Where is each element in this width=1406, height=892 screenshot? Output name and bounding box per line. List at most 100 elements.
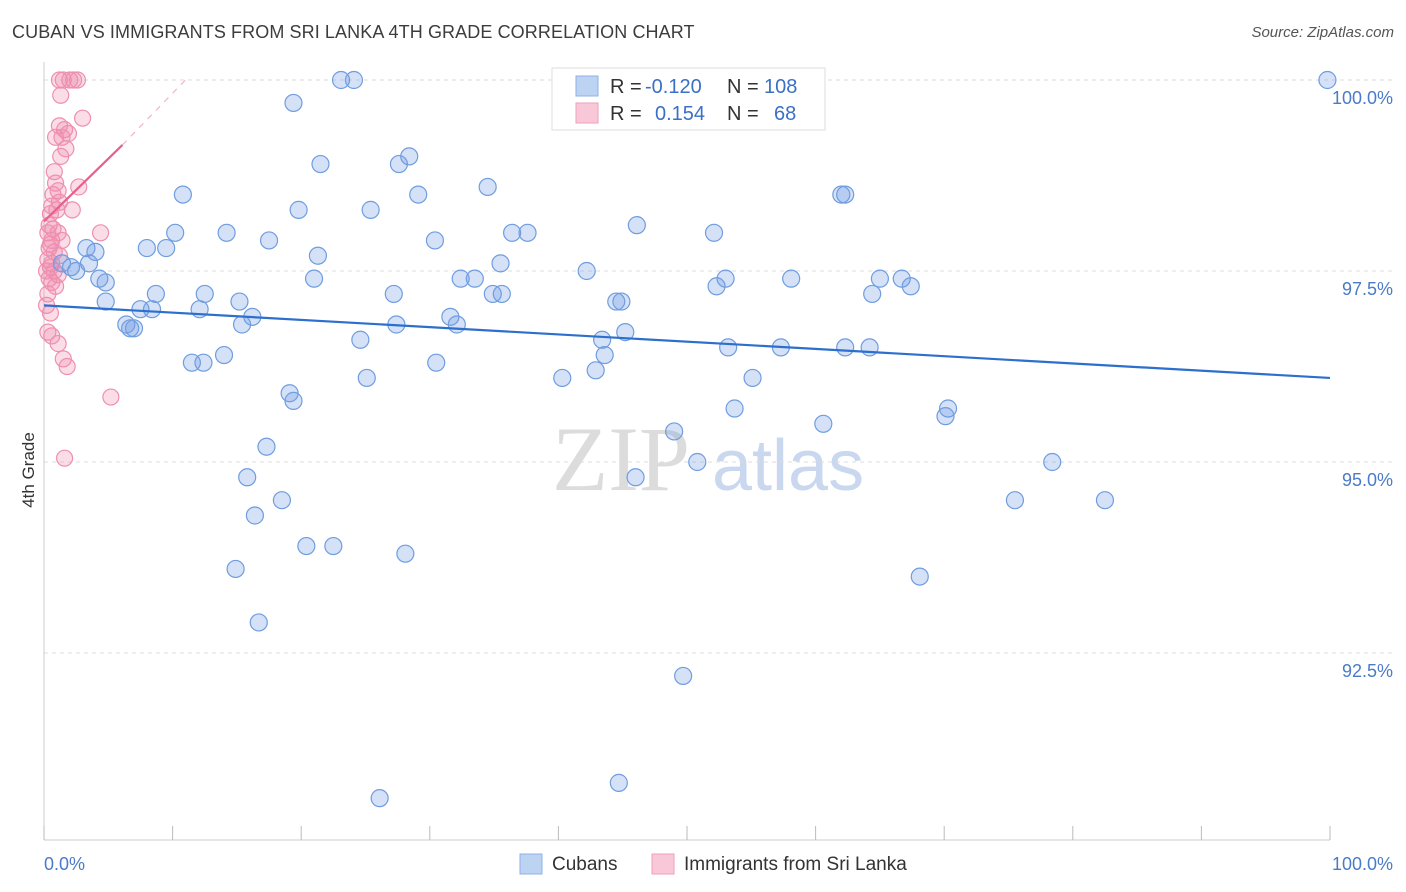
- cubans-point-35: [304, 269, 324, 288]
- srilanka-trend-extension: [122, 79, 186, 146]
- cubans-point-11: [836, 185, 855, 204]
- cubans-point-3: [284, 93, 303, 113]
- watermark-atlas: atlas: [712, 426, 864, 506]
- cubans-point-62: [447, 315, 466, 334]
- cubans-point-29: [491, 254, 510, 273]
- cubans-point-64: [121, 319, 140, 338]
- cubans-point-83: [725, 399, 744, 418]
- y-tick-label-0: 100.0%: [1332, 88, 1393, 108]
- y-axis-label: 4th Grade: [19, 432, 38, 508]
- srilanka-point-27: [91, 224, 110, 242]
- y-tick-label-1: 97.5%: [1342, 279, 1393, 299]
- cubans-point-34: [465, 269, 484, 288]
- cubans-point-24: [77, 238, 96, 258]
- cubans-point-75: [194, 353, 213, 372]
- cubans-point-13: [361, 200, 380, 219]
- y-tick-label-3: 92.5%: [1342, 661, 1393, 681]
- cubans-point-21: [425, 231, 445, 250]
- cubans-point-1: [344, 70, 364, 90]
- cubans-point-17: [704, 223, 724, 242]
- cubans-point-67: [351, 330, 370, 349]
- cubans-point-73: [595, 345, 614, 365]
- cubans-point-47: [384, 284, 403, 304]
- srilanka-point-13: [52, 147, 70, 165]
- bottom-legend-swatch-cubans: [519, 853, 543, 875]
- legend-swatch-srilanka: [575, 102, 599, 124]
- cubans-point-14: [627, 216, 646, 235]
- cubans-point-98: [324, 536, 343, 556]
- bottom-legend-srilanka: Immigrants from Sri Lanka: [684, 854, 907, 875]
- cubans-point-63: [124, 319, 144, 338]
- cubans-point-6: [311, 154, 330, 174]
- cubans-point-33: [451, 269, 470, 288]
- cubans-point-66: [593, 330, 612, 349]
- cubans-point-41: [96, 273, 115, 292]
- cubans-point-55: [142, 300, 162, 319]
- cubans-point-4: [400, 147, 419, 166]
- cubans-point-43: [901, 277, 920, 296]
- cubans-point-15: [503, 223, 522, 242]
- cubans-point-72: [214, 345, 234, 365]
- cubans-point-51: [612, 292, 631, 311]
- cubans-point-77: [586, 361, 605, 380]
- cubans-point-70: [836, 338, 855, 357]
- x-tick-label-0: 0.0%: [44, 854, 85, 874]
- trend-lines: [43, 79, 1331, 380]
- srilanka-point-11: [46, 128, 65, 146]
- srilanka-point-53: [55, 449, 74, 467]
- cubans-point-105: [370, 789, 389, 808]
- cubans-point-95: [1095, 491, 1115, 510]
- cubans-point-37: [782, 269, 801, 288]
- cubans-point-68: [719, 338, 738, 357]
- bottom-legend-swatch-srilanka: [651, 853, 675, 875]
- cubans-point-27: [52, 254, 72, 273]
- cubans-point-38: [870, 269, 890, 288]
- cubans-point-12: [289, 200, 308, 219]
- cubans-point-18: [217, 223, 236, 242]
- cubans-point-45: [146, 284, 165, 304]
- y-tick-label-2: 95.0%: [1342, 470, 1393, 490]
- srilanka-trend-line: [43, 144, 124, 223]
- cubans-point-20: [259, 231, 279, 250]
- cubans-point-96: [245, 506, 265, 525]
- cubans-point-91: [238, 468, 257, 487]
- legend-r-cubans: -0.120: [645, 76, 702, 98]
- cubans-point-99: [396, 544, 415, 563]
- cubans-point-80: [743, 368, 762, 388]
- cubans-point-22: [137, 238, 156, 258]
- chart-title: CUBAN VS IMMIGRANTS FROM SRI LANKA 4TH G…: [12, 22, 695, 42]
- cubans-point-103: [674, 666, 693, 686]
- cubans-point-79: [357, 368, 376, 388]
- srilanka-point-49: [49, 334, 67, 353]
- srilanka-point-46: [41, 304, 60, 322]
- cubans-point-89: [688, 452, 707, 472]
- cubans-point-94: [1005, 491, 1025, 510]
- cubans-point-57: [441, 307, 460, 326]
- cubans-trend-line: [43, 304, 1331, 380]
- cubans-point-5: [389, 154, 409, 174]
- cubans-point-86: [814, 414, 833, 433]
- cubans-point-101: [910, 567, 929, 586]
- cubans-point-0: [331, 70, 351, 90]
- axes: [43, 62, 1331, 841]
- cubans-point-65: [616, 323, 635, 342]
- tick-labels: 100.0% 97.5% 95.0% 92.5% 0.0% 100.0%: [44, 88, 1393, 874]
- srilanka-point-22: [63, 201, 81, 219]
- top-legend: R = -0.120 N = 108 R = 0.154 N = 68: [551, 67, 826, 131]
- legend-swatch-cubans: [575, 75, 599, 97]
- srilanka-point-51: [58, 357, 76, 376]
- cubans-point-82: [284, 391, 303, 410]
- watermark-zip: ZIP: [552, 408, 690, 510]
- cubans-point-93: [272, 491, 292, 510]
- legend-n-cubans: 108: [764, 76, 797, 98]
- cubans-point-60: [232, 315, 252, 334]
- cubans-point-25: [86, 242, 105, 261]
- cubans-point-7: [478, 177, 497, 197]
- cubans-point-78: [553, 368, 572, 388]
- bottom-legend-cubans: Cubans: [552, 854, 618, 875]
- cubans-point-42: [707, 277, 726, 296]
- legend-r-label-srilanka: R =: [610, 103, 642, 125]
- srilanka-point-4: [68, 71, 87, 89]
- cubans-point-46: [195, 284, 214, 304]
